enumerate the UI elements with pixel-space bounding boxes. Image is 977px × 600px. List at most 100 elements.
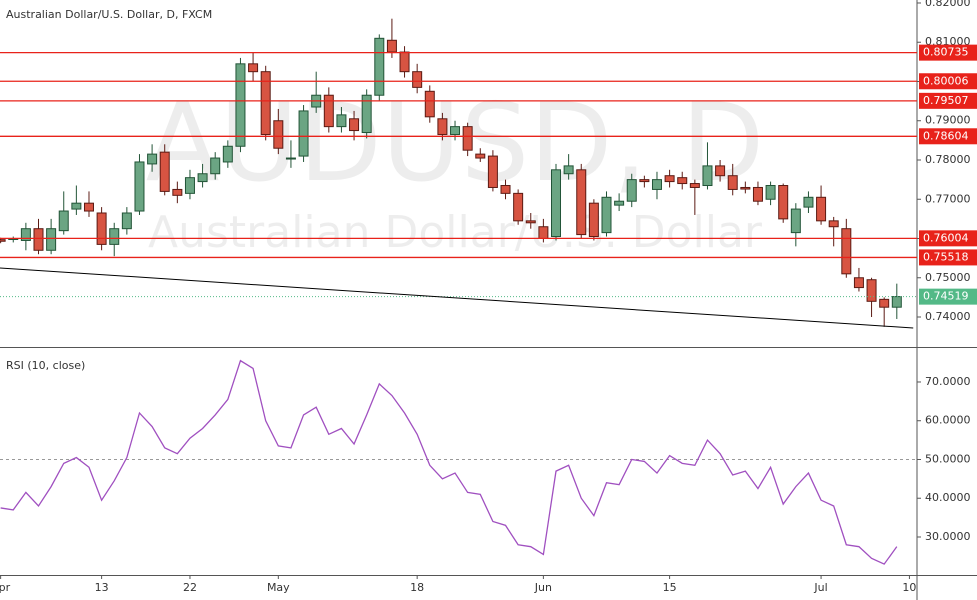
candle-body xyxy=(462,126,473,151)
candle-body xyxy=(538,226,549,240)
candle-body xyxy=(891,296,902,308)
level-label-bg xyxy=(919,128,977,145)
candle-body xyxy=(134,161,145,212)
level-label: 0.78604 xyxy=(923,129,969,142)
candle-body xyxy=(412,71,423,88)
candle-body xyxy=(866,279,877,302)
candle-body xyxy=(752,186,763,202)
level-label: 0.79507 xyxy=(923,94,969,107)
y-tick-label: 0.77000 xyxy=(925,192,971,205)
y-tick-label: 0.75000 xyxy=(925,271,971,284)
level-label-bg xyxy=(919,230,977,247)
candle-body xyxy=(664,175,675,183)
candle-body xyxy=(841,228,852,275)
last-price-label: 0.74519 xyxy=(923,290,969,303)
y-tick-label: 70.0000 xyxy=(925,375,971,388)
candle-body xyxy=(677,177,688,185)
candle-body xyxy=(159,151,170,192)
candle-body xyxy=(374,37,385,96)
x-tick-label: 22 xyxy=(183,581,197,594)
level-label: 0.80735 xyxy=(923,46,969,59)
candle-body xyxy=(285,157,296,160)
candle-body xyxy=(184,177,195,194)
x-tick-label: 13 xyxy=(95,581,109,594)
candle-body xyxy=(222,145,233,163)
candle-body xyxy=(828,220,839,228)
x-tick-label: 15 xyxy=(663,581,677,594)
candle-body xyxy=(778,185,789,220)
candle-body xyxy=(437,118,448,135)
candle-body xyxy=(525,220,536,224)
candle-body xyxy=(197,173,208,183)
y-tick-label: 0.79000 xyxy=(925,114,971,127)
candle-body xyxy=(727,175,738,190)
candle-body xyxy=(588,202,599,238)
y-tick-label: 0.82000 xyxy=(925,0,971,9)
candle-body xyxy=(651,179,662,190)
candle-body xyxy=(96,212,107,245)
candle-body xyxy=(349,118,360,132)
candle-body xyxy=(500,185,511,194)
chart-title: Australian Dollar/U.S. Dollar, D, FXCM xyxy=(6,8,212,21)
level-label: 0.75518 xyxy=(923,250,969,263)
candle-body xyxy=(361,94,372,134)
candle-body xyxy=(83,202,94,212)
candle-body xyxy=(121,212,132,230)
level-label-bg xyxy=(919,73,977,90)
x-tick-label: 18 xyxy=(410,581,424,594)
candle-body xyxy=(450,126,461,135)
x-tick-label: Jun xyxy=(534,581,552,594)
candle-body xyxy=(715,165,726,177)
candle-body xyxy=(614,200,625,206)
candle-body xyxy=(803,196,814,208)
candle-body xyxy=(71,202,82,210)
candle-body xyxy=(235,63,246,147)
y-tick-label: 0.78000 xyxy=(925,153,971,166)
level-label-bg xyxy=(919,44,977,61)
candle-body xyxy=(298,110,309,157)
candle-body xyxy=(58,210,69,232)
y-tick-label: 50.0000 xyxy=(925,452,971,465)
candle-body xyxy=(273,120,284,149)
candle-body xyxy=(323,94,334,128)
rsi-title: RSI (10, close) xyxy=(6,359,85,372)
rsi-line xyxy=(0,359,898,565)
candle-body xyxy=(386,39,397,53)
candle-body xyxy=(853,277,864,289)
candle-body xyxy=(210,157,221,175)
x-tick-label: Apr xyxy=(0,581,11,594)
y-tick-label: 40.0000 xyxy=(925,491,971,504)
candle-body xyxy=(260,71,271,135)
candle-body xyxy=(33,228,44,251)
level-label: 0.80006 xyxy=(923,74,969,87)
y-tick-label: 60.0000 xyxy=(925,414,971,427)
level-label: 0.76004 xyxy=(923,231,969,244)
candle-body xyxy=(626,179,637,202)
level-label-bg xyxy=(919,92,977,109)
candle-body xyxy=(336,114,347,128)
candle-body xyxy=(248,63,259,73)
candle-body xyxy=(424,90,435,118)
y-tick-label: 30.0000 xyxy=(925,530,971,543)
x-tick-label: May xyxy=(267,581,290,594)
candle-body xyxy=(20,228,31,241)
candle-body xyxy=(702,165,713,187)
candle-body xyxy=(172,188,183,196)
y-tick-label: 0.74000 xyxy=(925,310,971,323)
candle-body xyxy=(109,228,120,245)
candle-body xyxy=(601,196,612,234)
candle-body xyxy=(740,186,751,190)
last-price-bg xyxy=(919,288,977,305)
candle-body xyxy=(879,298,890,308)
candle-body xyxy=(639,179,650,183)
x-tick-label: 10 xyxy=(902,581,916,594)
watermark-subtitle: Australian Dollar/U.S. Dollar xyxy=(148,207,763,258)
candle-body xyxy=(46,228,57,251)
candle-body xyxy=(399,51,410,73)
candle-body xyxy=(475,153,486,159)
candle-body xyxy=(790,208,801,234)
candle-body xyxy=(765,185,776,200)
candle-body xyxy=(563,165,574,175)
